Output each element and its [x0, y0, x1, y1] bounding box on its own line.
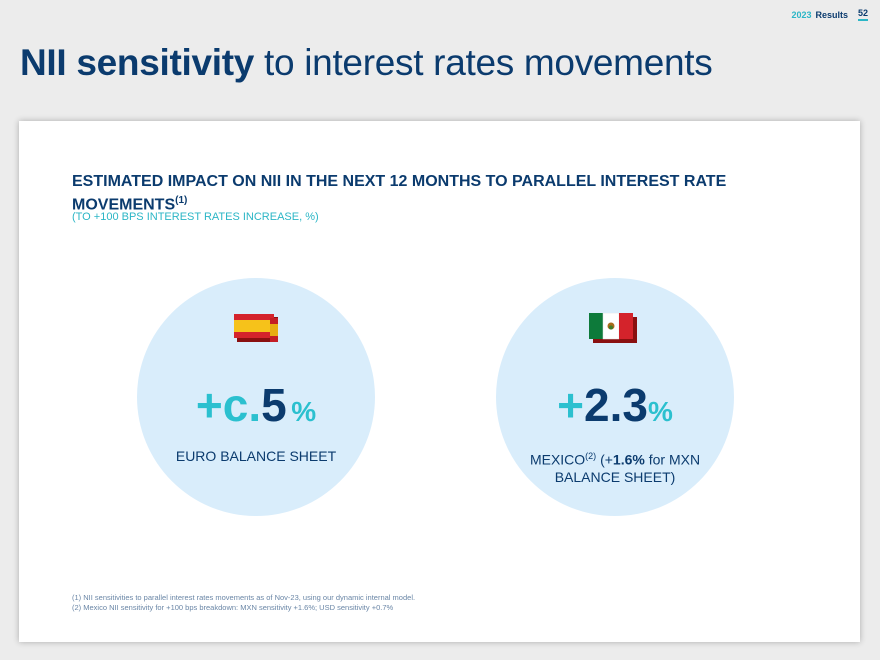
spain-flag-icon [234, 314, 278, 342]
euro-sensitivity-value: +c.5 % [195, 379, 317, 431]
footnote-1: (1) NII sensitivities to parallel intere… [72, 593, 416, 602]
mexico-sensitivity-circle: +2.3% MEXICO(2) (+1.6% for MXN BALANCE S… [496, 278, 734, 516]
section-heading: ESTIMATED IMPACT ON NII IN THE NEXT 12 M… [72, 172, 752, 214]
page-title-rest: to interest rates movements [264, 42, 713, 83]
page-title-bold: NII sensitivity [20, 42, 255, 83]
report-year: 2023 [791, 9, 812, 20]
euro-sensitivity-circle: +c.5 % EURO BALANCE SHEET [137, 278, 375, 516]
euro-label: EURO BALANCE SHEET [175, 448, 337, 464]
results-label: Results [815, 9, 848, 20]
euro-number: 5 [261, 379, 287, 431]
mexico-label-open: (+ [600, 451, 613, 468]
mexico-flag-icon [589, 313, 637, 343]
section-subheading: (TO +100 BPS INTEREST RATES INCREASE, %) [72, 211, 319, 223]
content-card: ESTIMATED IMPACT ON NII IN THE NEXT 12 M… [19, 121, 860, 642]
mexico-unit: % [647, 396, 673, 427]
euro-unit: % [291, 396, 317, 427]
heading-footnote-ref: (1) [175, 195, 188, 206]
mexico-sensitivity-value: +2.3% [496, 378, 734, 432]
page-number: 52 [857, 8, 868, 21]
mexico-footnote-ref: (2) [585, 451, 597, 461]
section-heading-text: ESTIMATED IMPACT ON NII IN THE NEXT 12 M… [72, 173, 727, 214]
mexico-mxn-value: 1.6% [612, 451, 645, 468]
mexico-number: 2.3 [584, 379, 648, 431]
mexico-label: MEXICO(2) (+1.6% for MXN BALANCE SHEET) [516, 448, 714, 486]
page-header: 2023 Results 52 [791, 8, 868, 21]
euro-prefix: c [222, 379, 249, 431]
mexico-label-main: MEXICO [529, 451, 586, 468]
page-title: NII sensitivity to interest rates moveme… [20, 42, 713, 84]
footnotes: (1) NII sensitivities to parallel intere… [72, 593, 415, 613]
footnote-2: (2) Mexico NII sensitivity for +100 bps … [72, 603, 394, 612]
mexico-sign: + [557, 379, 584, 431]
euro-sign: + [195, 379, 223, 431]
mexico-label-rest: for MXN BALANCE SHEET) [554, 451, 701, 485]
